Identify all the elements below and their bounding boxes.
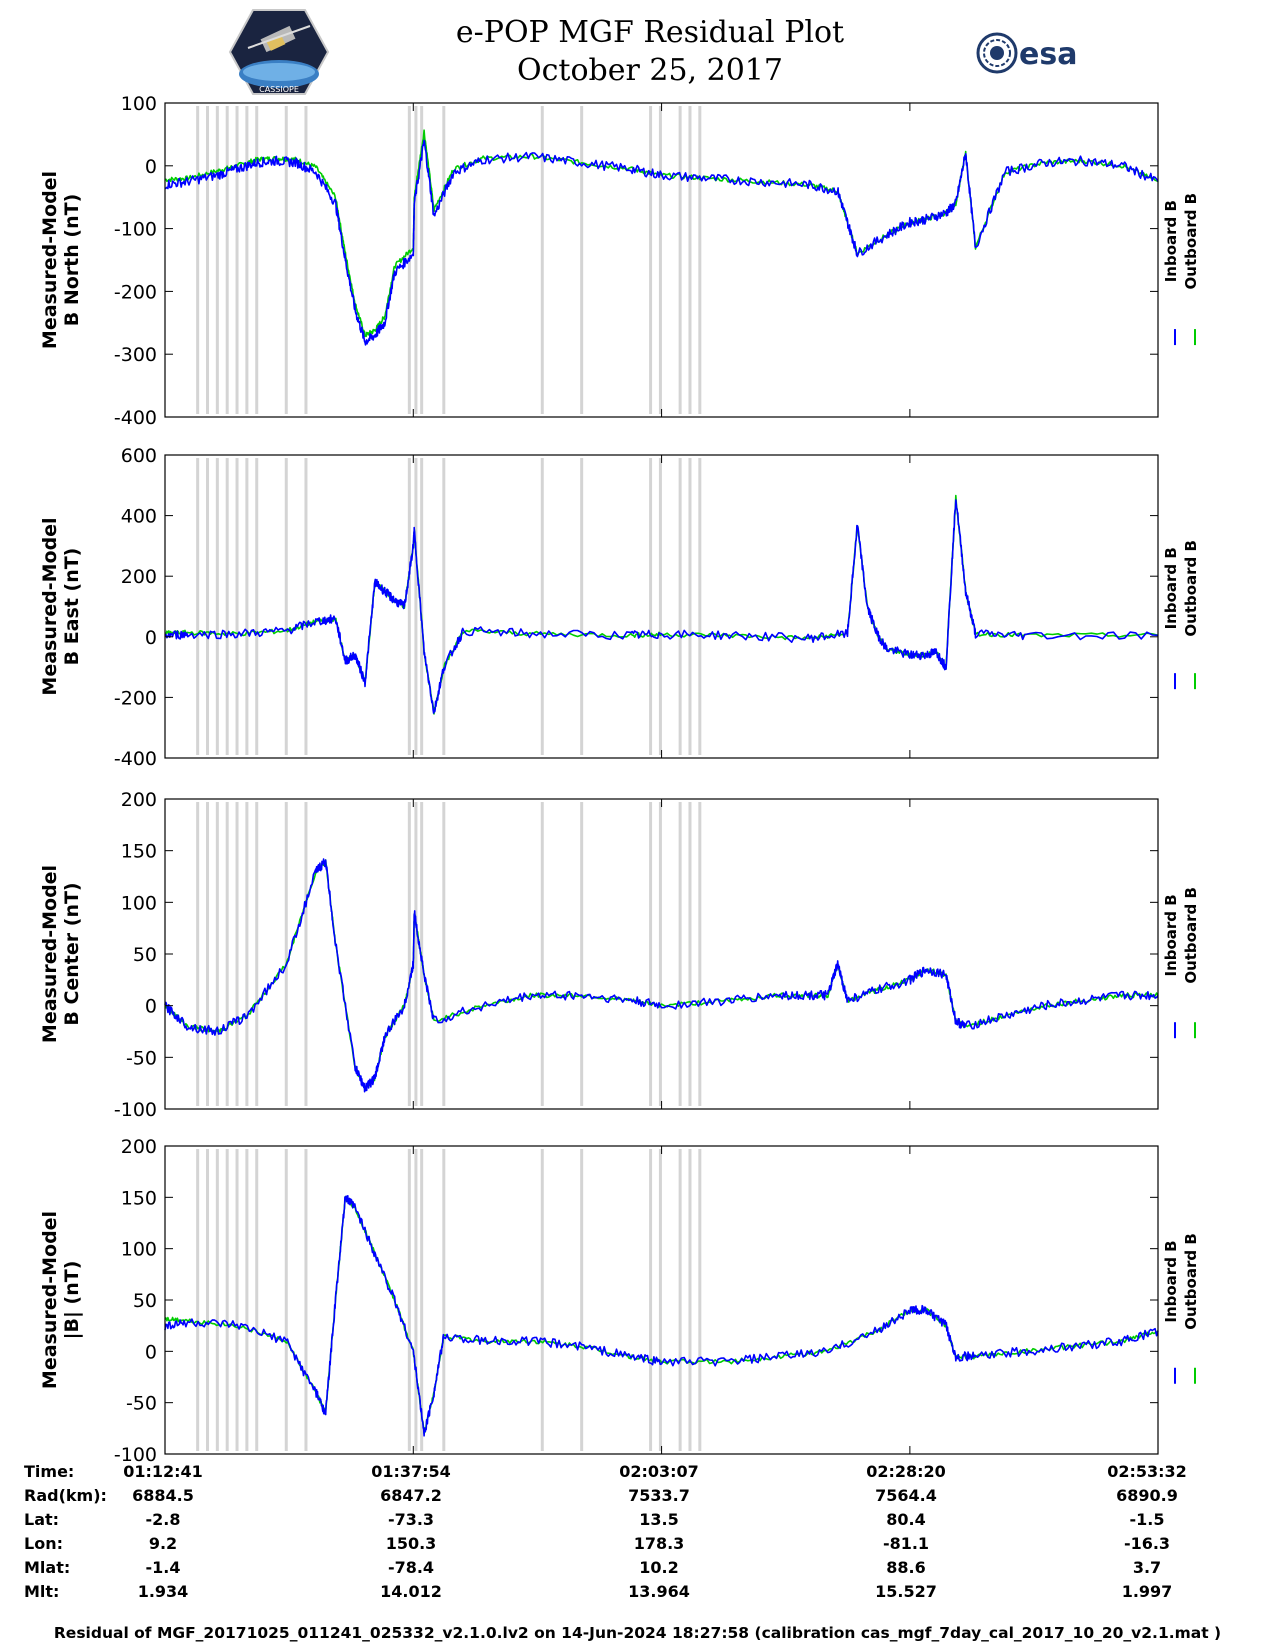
info-value: 15.527: [875, 1582, 937, 1601]
info-row-time: Time: 01:12:41 01:37:54 02:03:07 02:28:2…: [0, 1462, 1275, 1486]
y-tick-label: -100: [114, 1099, 157, 1121]
y-axis-label: B East (nT): [61, 548, 83, 666]
footer-caption: Residual of MGF_20171025_011241_025332_v…: [53, 1624, 1222, 1642]
info-value: 01:37:54: [371, 1462, 451, 1481]
y-tick-label: 100: [121, 93, 157, 115]
y-tick-label: -200: [114, 687, 157, 709]
plot-title-block: e-POP MGF Residual Plot October 25, 2017: [380, 14, 920, 90]
info-value: -81.1: [882, 1534, 930, 1553]
legend-label: Outboard B: [1182, 887, 1200, 984]
y-tick-label: 100: [121, 892, 157, 914]
info-row-rad: Rad(km): 6884.5 6847.2 7533.7 7564.4 689…: [0, 1486, 1275, 1510]
legend-label: Inboard B: [1162, 1240, 1180, 1322]
plot-date: October 25, 2017: [517, 53, 783, 88]
info-value: 6890.9: [1116, 1486, 1178, 1505]
y-tick-label: 50: [133, 944, 157, 966]
orbit-info-table: Time: 01:12:41 01:37:54 02:03:07 02:28:2…: [0, 1462, 1275, 1612]
esa-logo: esa: [976, 32, 1077, 74]
series-line-inboard: [164, 499, 1159, 714]
info-value: 02:03:07: [619, 1462, 699, 1481]
y-tick-label: -100: [114, 219, 157, 241]
y-tick-label: 150: [121, 841, 157, 863]
info-label: Lat:: [24, 1510, 60, 1529]
info-value: 14.012: [380, 1582, 442, 1601]
series-line-inboard: [164, 858, 1159, 1093]
info-value: 6884.5: [132, 1486, 194, 1505]
info-value: 02:28:20: [866, 1462, 946, 1481]
y-axis-label: B North (nT): [61, 194, 83, 327]
info-value: 7533.7: [628, 1486, 690, 1505]
info-value: 6847.2: [380, 1486, 442, 1505]
info-row-mlt: Mlt: 1.934 14.012 13.964 15.527 1.997: [0, 1582, 1275, 1606]
legend-label: Outboard B: [1182, 193, 1200, 290]
legend-label: Outboard B: [1182, 1233, 1200, 1330]
info-value: -1.5: [1129, 1510, 1165, 1529]
y-axis-label: |B| (nT): [61, 1261, 83, 1340]
y-tick-label: 400: [121, 506, 157, 528]
y-tick-label: 600: [121, 445, 157, 467]
info-value: 88.6: [886, 1558, 926, 1577]
info-value: 80.4: [886, 1510, 926, 1529]
info-label: Time:: [24, 1462, 75, 1481]
y-tick-label: 150: [121, 1187, 157, 1209]
y-tick-label: -400: [114, 748, 157, 770]
info-label: Mlat:: [24, 1558, 71, 1577]
y-tick-label: -400: [114, 407, 157, 429]
y-tick-label: -200: [114, 281, 157, 303]
y-tick-label: 50: [133, 1290, 157, 1312]
y-tick-label: 100: [121, 1239, 157, 1261]
series-line-outboard: [164, 129, 1159, 338]
info-value: 02:53:32: [1107, 1462, 1187, 1481]
info-label: Mlt:: [24, 1582, 60, 1601]
legend-label: Inboard B: [1162, 547, 1180, 629]
info-value: -1.4: [145, 1558, 181, 1577]
info-value: 10.2: [639, 1558, 679, 1577]
info-value: 150.3: [385, 1534, 437, 1553]
info-value: 1.934: [137, 1582, 189, 1601]
y-axis-label: Measured-Model: [39, 517, 61, 695]
y-tick-label: 200: [121, 566, 157, 588]
y-axis-label: Measured-Model: [39, 865, 61, 1043]
info-value: 13.964: [628, 1582, 690, 1601]
y-tick-label: 200: [121, 789, 157, 811]
info-row-lat: Lat: -2.8 -73.3 13.5 80.4 -1.5: [0, 1510, 1275, 1534]
info-value: 01:12:41: [123, 1462, 203, 1481]
info-value: 3.7: [1132, 1558, 1162, 1577]
y-tick-label: 0: [145, 156, 157, 178]
info-value: -16.3: [1123, 1534, 1171, 1553]
info-value: 178.3: [633, 1534, 685, 1553]
info-label: Rad(km):: [24, 1486, 107, 1505]
y-axis-label: Measured-Model: [39, 171, 61, 349]
info-value: 1.997: [1121, 1582, 1173, 1601]
y-tick-label: -50: [126, 1393, 157, 1415]
legend-label: Outboard B: [1182, 540, 1200, 637]
legend-label: Inboard B: [1162, 894, 1180, 976]
info-value: -73.3: [387, 1510, 435, 1529]
info-value: 9.2: [148, 1534, 178, 1553]
y-axis-label: Measured-Model: [39, 1211, 61, 1389]
cassiope-logo: CASSIOPE: [228, 9, 330, 95]
legend-label: Inboard B: [1162, 200, 1180, 282]
info-row-mlat: Mlat: -1.4 -78.4 10.2 88.6 3.7: [0, 1558, 1275, 1582]
y-tick-label: 0: [145, 627, 157, 649]
info-value: -2.8: [145, 1510, 181, 1529]
esa-logo-text: esa: [1019, 37, 1077, 72]
plot-title: e-POP MGF Residual Plot: [455, 15, 845, 50]
series-line-inboard: [164, 139, 1159, 346]
y-tick-label: 0: [145, 1341, 157, 1363]
info-label: Lon:: [24, 1534, 63, 1553]
cassiope-logo-text: CASSIOPE: [259, 85, 299, 94]
info-value: -78.4: [387, 1558, 435, 1577]
y-tick-label: -50: [126, 1047, 157, 1069]
y-tick-label: -100: [114, 1444, 157, 1466]
y-tick-label: -300: [114, 344, 157, 366]
y-tick-label: 200: [121, 1136, 157, 1158]
info-value: 13.5: [639, 1510, 679, 1529]
info-value: 7564.4: [875, 1486, 937, 1505]
y-tick-label: 0: [145, 996, 157, 1018]
info-row-lon: Lon: 9.2 150.3 178.3 -81.1 -16.3: [0, 1534, 1275, 1558]
y-axis-label: B Center (nT): [61, 882, 83, 1025]
series-line-inboard: [164, 1195, 1159, 1437]
